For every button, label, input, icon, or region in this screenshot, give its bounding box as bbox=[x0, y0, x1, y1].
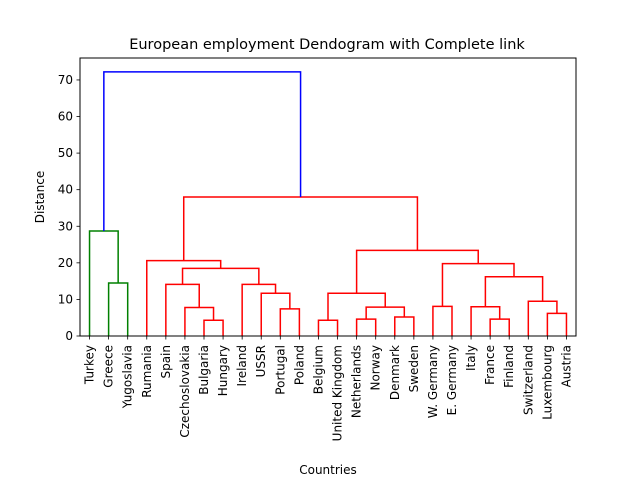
link-m9 bbox=[181, 267, 260, 285]
link-m6 bbox=[279, 308, 301, 336]
x-tick-label-united-kingdom: United Kingdom bbox=[331, 345, 345, 441]
link-m11 bbox=[317, 319, 339, 336]
link-m10 bbox=[146, 259, 222, 336]
x-tick-label-denmark: Denmark bbox=[388, 345, 402, 400]
x-axis: Turkey Greece Yugoslavia Rumania Spain Czecho… bbox=[83, 336, 573, 441]
x-tick-label-greece: Greece bbox=[102, 345, 116, 388]
dendrogram-links bbox=[88, 71, 568, 336]
x-tick-label-portugal: Portugal bbox=[273, 345, 287, 395]
x-tick-label-finland: Finland bbox=[502, 345, 516, 388]
x-tick-label-rumania: Rumania bbox=[140, 345, 154, 398]
y-tick-label-60: 60 bbox=[58, 110, 73, 124]
link-m8 bbox=[241, 283, 277, 336]
link-m3 bbox=[203, 319, 224, 336]
link-m17 bbox=[489, 318, 510, 336]
x-tick-label-w-germany: W. Germany bbox=[426, 345, 440, 418]
y-tick-label-0: 0 bbox=[65, 329, 73, 343]
y-tick-label-10: 10 bbox=[58, 292, 73, 306]
x-tick-label-ireland: Ireland bbox=[235, 345, 249, 387]
link-m23 bbox=[355, 249, 479, 294]
x-tick-label-belgium: Belgium bbox=[311, 345, 325, 394]
y-tick-label-20: 20 bbox=[58, 256, 73, 270]
x-tick-label-switzerland: Switzerland bbox=[521, 345, 535, 415]
link-m12 bbox=[355, 318, 377, 336]
x-tick-label-czechoslovakia: Czechoslovakia bbox=[178, 345, 192, 438]
y-tick-label-40: 40 bbox=[58, 183, 73, 197]
x-tick-label-hungary: Hungary bbox=[216, 345, 230, 396]
y-tick-label-70: 70 bbox=[58, 73, 73, 87]
x-tick-label-e-germany: E. Germany bbox=[445, 345, 459, 415]
x-tick-label-bulgaria: Bulgaria bbox=[197, 345, 211, 395]
x-tick-label-france: France bbox=[483, 345, 497, 385]
link-m18 bbox=[470, 305, 501, 336]
x-tick-label-sweden: Sweden bbox=[407, 345, 421, 392]
link-m19 bbox=[546, 312, 568, 336]
link-m16 bbox=[432, 305, 453, 336]
y-axis-title: Distance bbox=[33, 171, 47, 223]
y-tick-label-30: 30 bbox=[58, 219, 73, 233]
x-tick-label-poland: Poland bbox=[292, 345, 306, 385]
x-axis-title: Countries bbox=[299, 463, 357, 477]
x-tick-label-netherlands: Netherlands bbox=[350, 345, 364, 418]
y-tick-label-50: 50 bbox=[58, 146, 73, 160]
x-tick-label-norway: Norway bbox=[369, 345, 383, 391]
link-m25 bbox=[103, 71, 302, 232]
link-m20 bbox=[527, 300, 558, 336]
x-tick-label-turkey: Turkey bbox=[83, 345, 97, 385]
x-tick-label-luxembourg: Luxembourg bbox=[540, 345, 554, 420]
link-m13 bbox=[394, 316, 415, 336]
link-m15 bbox=[327, 292, 386, 321]
x-tick-label-italy: Italy bbox=[464, 345, 478, 371]
x-tick-label-ussr: USSR bbox=[254, 345, 268, 377]
plot-frame bbox=[79, 57, 577, 337]
link-m22 bbox=[441, 262, 515, 307]
link-m21 bbox=[484, 275, 544, 307]
link-m5 bbox=[165, 283, 200, 336]
link-m4 bbox=[184, 306, 215, 336]
y-axis: 0 10 20 30 40 50 60 70 bbox=[58, 73, 80, 343]
link-m1 bbox=[107, 282, 129, 336]
x-tick-label-austria: Austria bbox=[559, 345, 573, 387]
link-m7 bbox=[260, 292, 291, 336]
link-m14 bbox=[365, 306, 406, 320]
x-tick-label-spain: Spain bbox=[159, 345, 173, 379]
x-tick-label-yugoslavia: Yugoslavia bbox=[121, 345, 135, 409]
chart-title: European employment Dendogram with Compl… bbox=[129, 37, 525, 53]
